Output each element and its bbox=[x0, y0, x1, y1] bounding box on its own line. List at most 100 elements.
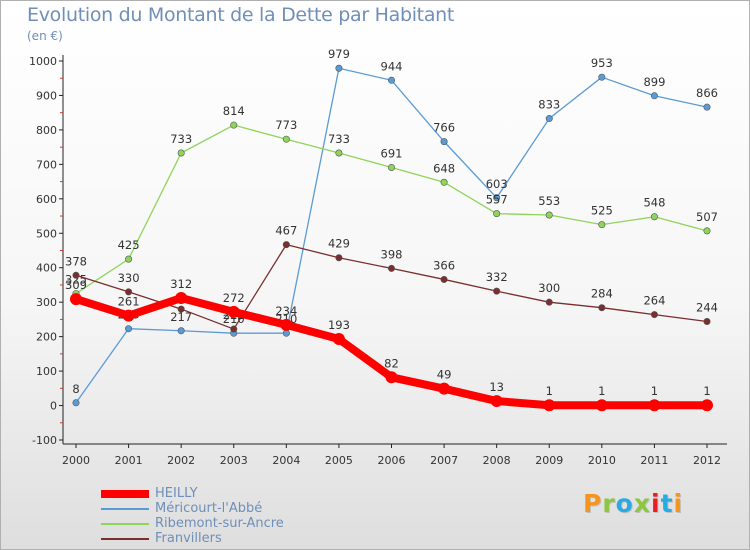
data-label-heilly: 261 bbox=[118, 295, 140, 309]
data-label-ribemont-sur-ancre: 325 bbox=[65, 273, 87, 287]
data-point-m-ricourt-l-abb- bbox=[335, 64, 343, 72]
data-point-heilly bbox=[438, 382, 451, 395]
x-tick-label: 2008 bbox=[483, 454, 511, 467]
data-label-ribemont-sur-ancre: 507 bbox=[696, 210, 718, 224]
data-label-ribemont-sur-ancre: 648 bbox=[433, 161, 455, 175]
data-point-m-ricourt-l-abb- bbox=[282, 329, 290, 337]
data-point-franvillers bbox=[598, 304, 606, 312]
logo-letter: t bbox=[660, 489, 674, 518]
legend-swatch bbox=[101, 523, 149, 525]
y-tick-label: -100 bbox=[32, 434, 57, 447]
y-tick-label: 800 bbox=[36, 124, 57, 137]
data-point-ribemont-sur-ancre bbox=[387, 163, 395, 171]
legend-swatch bbox=[101, 490, 149, 498]
data-point-ribemont-sur-ancre bbox=[125, 255, 133, 263]
data-label-franvillers: 330 bbox=[118, 271, 140, 285]
legend-swatch bbox=[101, 538, 149, 540]
logo-letter: o bbox=[615, 489, 634, 518]
legend-swatch bbox=[101, 508, 149, 510]
data-label-heilly: 1 bbox=[598, 384, 605, 398]
x-tick-label: 2010 bbox=[588, 454, 616, 467]
y-tick-label: 0 bbox=[50, 400, 57, 413]
data-label-franvillers: 398 bbox=[381, 247, 403, 261]
data-point-heilly bbox=[70, 293, 82, 306]
data-label-ribemont-sur-ancre: 553 bbox=[538, 194, 560, 208]
data-point-heilly bbox=[122, 309, 135, 322]
data-label-m-ricourt-l-abb-: 979 bbox=[328, 47, 350, 61]
data-label-ribemont-sur-ancre: 733 bbox=[170, 132, 192, 146]
data-point-heilly bbox=[385, 371, 398, 384]
data-point-ribemont-sur-ancre bbox=[703, 227, 711, 235]
y-tick-label: 300 bbox=[36, 296, 57, 309]
data-label-heilly: 13 bbox=[489, 380, 504, 394]
data-label-ribemont-sur-ancre: 733 bbox=[328, 132, 350, 146]
data-point-franvillers bbox=[282, 241, 290, 249]
data-point-heilly bbox=[175, 292, 188, 305]
data-point-m-ricourt-l-abb- bbox=[650, 92, 658, 100]
data-point-heilly bbox=[543, 399, 556, 412]
x-tick-label: 2004 bbox=[272, 454, 300, 467]
logo-letter: P bbox=[583, 489, 603, 518]
data-point-ribemont-sur-ancre bbox=[440, 178, 448, 186]
x-tick-label: 2011 bbox=[640, 454, 668, 467]
x-tick-label: 2002 bbox=[167, 454, 195, 467]
chart-unit-label: (en €) bbox=[27, 29, 63, 43]
x-tick-label: 2000 bbox=[62, 454, 90, 467]
data-point-heilly bbox=[648, 399, 661, 412]
data-label-franvillers: 244 bbox=[696, 300, 718, 314]
y-tick-label: 600 bbox=[36, 193, 57, 206]
data-point-m-ricourt-l-abb- bbox=[387, 76, 395, 84]
x-tick-label: 2003 bbox=[220, 454, 248, 467]
data-point-ribemont-sur-ancre bbox=[177, 149, 185, 157]
data-label-m-ricourt-l-abb-: 766 bbox=[433, 121, 455, 135]
chart-title: Evolution du Montant de la Dette par Hab… bbox=[27, 4, 455, 26]
data-point-franvillers bbox=[335, 254, 343, 262]
data-label-heilly: 309 bbox=[65, 278, 87, 292]
data-label-franvillers: 467 bbox=[275, 224, 297, 238]
data-label-franvillers: 300 bbox=[538, 281, 560, 295]
y-tick-label: 500 bbox=[36, 227, 57, 240]
legend-label: Méricourt-l'Abbé bbox=[155, 501, 263, 516]
legend-label: HEILLY bbox=[155, 486, 198, 501]
x-tick-label: 2007 bbox=[430, 454, 458, 467]
data-label-heilly: 49 bbox=[437, 368, 452, 382]
logo-letter: i bbox=[673, 489, 684, 518]
y-tick-label: 100 bbox=[36, 365, 57, 378]
y-tick-label: 900 bbox=[36, 89, 57, 102]
y-tick-label: 200 bbox=[36, 331, 57, 344]
data-point-franvillers bbox=[230, 325, 238, 333]
data-point-ribemont-sur-ancre bbox=[230, 121, 238, 129]
data-label-heilly: 193 bbox=[328, 318, 350, 332]
data-point-franvillers bbox=[125, 288, 133, 296]
data-label-ribemont-sur-ancre: 425 bbox=[118, 238, 140, 252]
x-tick-label: 2001 bbox=[115, 454, 143, 467]
data-label-m-ricourt-l-abb-: 833 bbox=[538, 98, 560, 112]
data-point-m-ricourt-l-abb- bbox=[72, 399, 80, 407]
data-label-m-ricourt-l-abb-: 217 bbox=[170, 310, 192, 324]
logo-letter: r bbox=[602, 489, 616, 518]
x-tick-label: 2012 bbox=[693, 454, 721, 467]
data-label-heilly: 234 bbox=[275, 304, 297, 318]
data-point-m-ricourt-l-abb- bbox=[545, 115, 553, 123]
data-point-m-ricourt-l-abb- bbox=[177, 327, 185, 335]
data-label-franvillers: 366 bbox=[433, 258, 455, 272]
x-tick-label: 2005 bbox=[325, 454, 353, 467]
data-label-ribemont-sur-ancre: 814 bbox=[223, 104, 245, 118]
data-label-ribemont-sur-ancre: 525 bbox=[591, 204, 613, 218]
data-point-heilly bbox=[490, 395, 503, 408]
data-label-heilly: 1 bbox=[703, 384, 710, 398]
legend-label: Franvillers bbox=[155, 531, 222, 546]
x-tick-label: 2009 bbox=[535, 454, 563, 467]
data-label-franvillers: 378 bbox=[65, 254, 87, 268]
data-label-heilly: 82 bbox=[384, 356, 399, 370]
data-label-m-ricourt-l-abb-: 866 bbox=[696, 86, 718, 100]
data-label-m-ricourt-l-abb-: 899 bbox=[643, 75, 665, 89]
data-label-ribemont-sur-ancre: 557 bbox=[486, 193, 508, 207]
data-label-heilly: 272 bbox=[223, 291, 245, 305]
data-label-heilly: 1 bbox=[546, 384, 553, 398]
data-point-franvillers bbox=[72, 271, 80, 279]
data-point-m-ricourt-l-abb- bbox=[493, 194, 501, 202]
data-label-m-ricourt-l-abb-: 603 bbox=[486, 177, 508, 191]
data-label-m-ricourt-l-abb-: 953 bbox=[591, 56, 613, 70]
data-point-franvillers bbox=[440, 275, 448, 283]
